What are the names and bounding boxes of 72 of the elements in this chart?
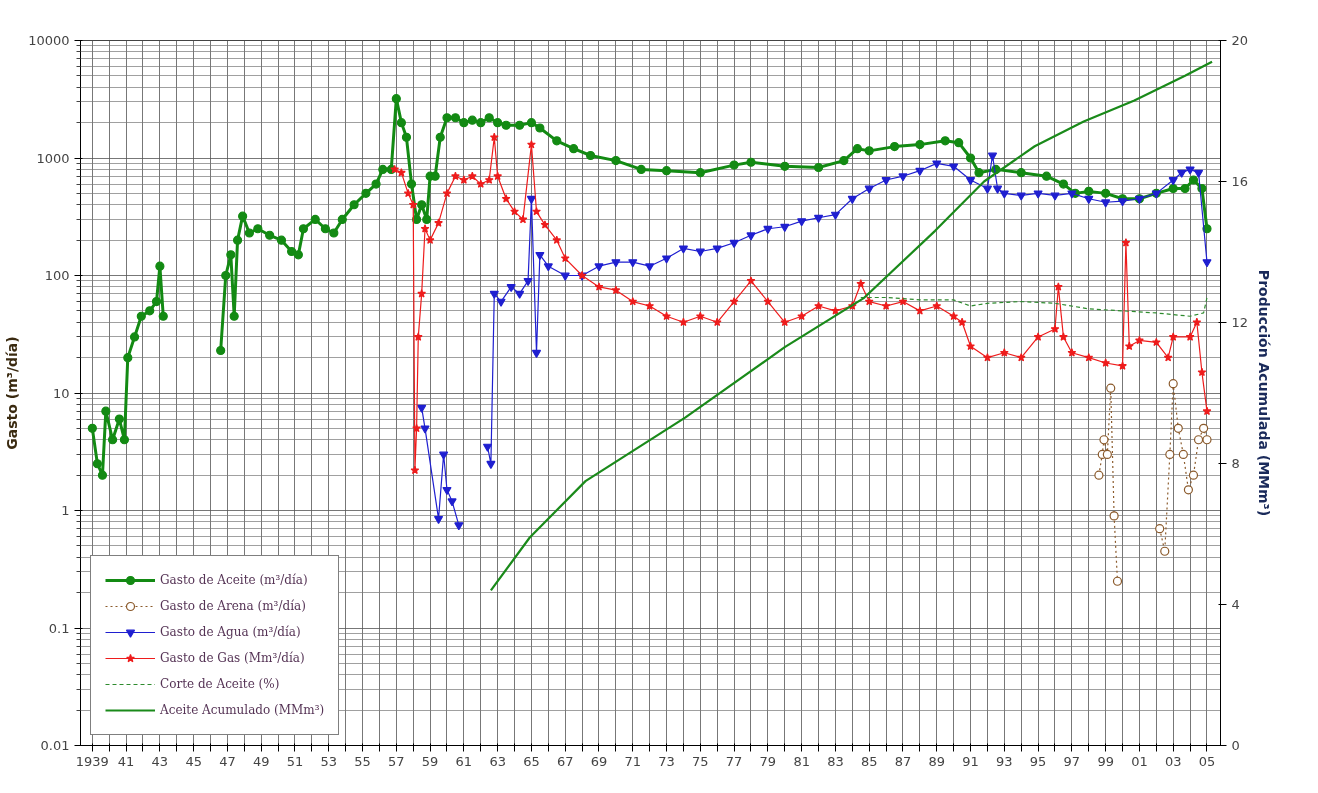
y2-tick-label: 4 (1231, 597, 1240, 612)
legend-label: Gasto de Arena (m³/día) (160, 599, 306, 613)
x-tick-label: 47 (219, 753, 236, 769)
y2-tick-label: 12 (1231, 315, 1249, 330)
x-tick-label: 75 (692, 753, 709, 769)
legend-label: Gasto de Aceite (m³/día) (160, 573, 308, 587)
x-tick-label: 41 (117, 753, 135, 769)
x-tick-label: 71 (624, 753, 642, 769)
point (1109, 511, 1119, 521)
y-tick-label: 10000 (28, 33, 70, 48)
point (1188, 470, 1199, 480)
point (1202, 435, 1212, 445)
y-tick-label: 10 (52, 385, 70, 401)
y-tick-label: 0.1 (48, 620, 70, 636)
x-tick-label: 95 (1029, 753, 1047, 769)
legend-label: Corte de Aceite (%) (160, 677, 280, 691)
legend-label: Aceite Acumulado (MMm³) (160, 703, 325, 717)
point (1106, 383, 1116, 393)
x-tick-label: 61 (455, 753, 473, 769)
y-axis-title: Gasto (m³/día) (4, 336, 21, 450)
x-tick-label: 51 (286, 753, 304, 769)
x-tick-label: 69 (590, 753, 608, 769)
x-tick-label: 45 (185, 753, 202, 769)
point (1160, 546, 1170, 556)
x-tick-label: 85 (860, 753, 878, 769)
x-tick-label: 57 (388, 753, 405, 769)
point (1165, 449, 1175, 460)
x-tick-label: 43 (151, 753, 169, 769)
point (1178, 449, 1188, 460)
y-tick-label: 100 (44, 268, 70, 283)
y2-tick-label: 16 (1231, 174, 1249, 189)
point (1199, 423, 1209, 433)
y2-tick-label: 20 (1231, 33, 1249, 48)
y-tick-label: 0.01 (40, 738, 70, 753)
point (1112, 576, 1123, 586)
point (1102, 449, 1112, 460)
y2-tick-label: 0 (1231, 738, 1240, 753)
y2-tick-label: 8 (1231, 456, 1240, 471)
legend-label: Gasto de Gas (Mm³/día) (160, 651, 305, 665)
x-tick-label: 05 (1198, 753, 1216, 769)
y-tick-label: 1 (61, 503, 70, 518)
y2-axis-title: Producción Acumulada (MMm³) (1256, 269, 1273, 517)
y-tick-label: 1000 (36, 150, 70, 166)
point (1173, 423, 1183, 433)
x-tick-label: 63 (489, 753, 506, 769)
x-tick-label: 99 (1097, 753, 1114, 769)
x-tick-label: 91 (962, 753, 979, 769)
x-tick-label: 83 (827, 753, 844, 769)
point (1193, 435, 1204, 445)
x-tick-label: 81 (793, 753, 810, 769)
point (1168, 379, 1178, 389)
x-tick-label: 03 (1164, 753, 1182, 769)
x-tick-label: 49 (252, 753, 270, 769)
x-tick-label: 87 (894, 753, 912, 769)
x-tick-label: 97 (1063, 753, 1081, 769)
point (1099, 435, 1109, 445)
point (1183, 485, 1194, 495)
x-tick-label: 93 (996, 753, 1013, 769)
x-tick-label: 65 (523, 753, 540, 769)
x-tick-label: 1939 (75, 753, 109, 769)
x-tick-label: 53 (320, 753, 338, 769)
legend-label: Gasto de Agua (m³/día) (160, 625, 301, 639)
x-tick-label: 77 (725, 753, 743, 769)
point (1094, 470, 1104, 480)
x-tick-label: 55 (354, 753, 371, 769)
point (1155, 524, 1165, 534)
x-tick-label: 59 (421, 753, 439, 769)
x-tick-label: 73 (658, 753, 675, 769)
x-tick-label: 79 (759, 753, 777, 769)
x-tick-label: 67 (556, 753, 574, 769)
x-tick-label: 01 (1131, 753, 1148, 769)
x-tick-label: 89 (928, 753, 946, 769)
